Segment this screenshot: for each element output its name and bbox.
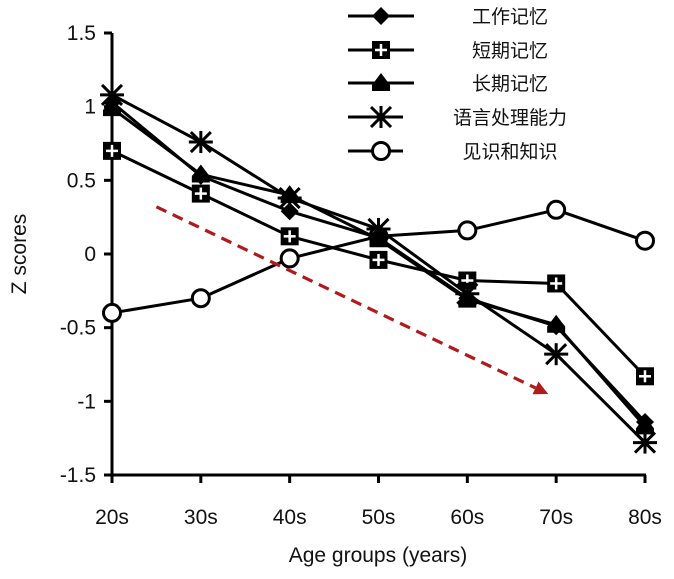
trend-arrow-line [155, 205, 537, 390]
data-point [457, 220, 478, 241]
y-tick-label: 1.5 [67, 22, 96, 45]
legend-marker-triangle-icon [372, 73, 390, 91]
data-point [277, 186, 302, 210]
trend-arrow [155, 205, 549, 395]
legend-item: 语言处理能力 [348, 105, 567, 129]
data-point [544, 343, 569, 366]
y-ticks: 1.5 1 0.5 0 -0.5 -1 -1.5 [60, 22, 112, 487]
series-3 [100, 83, 657, 454]
data-point [636, 416, 654, 435]
data-point [547, 314, 566, 333]
y-tick-label: 0.5 [67, 169, 96, 192]
data-point [280, 202, 299, 221]
data-point [188, 130, 213, 154]
legend-item: 工作记忆 [348, 6, 548, 28]
x-ticks: 20s 30s 40s 50s 60s 70s 80s [95, 475, 662, 529]
trend-arrow-head [532, 381, 549, 395]
data-point [280, 227, 299, 246]
data-point [279, 248, 300, 269]
y-tick-label: 0 [84, 243, 96, 266]
series-group [100, 83, 657, 454]
legend-marker-square-cross-icon [372, 41, 390, 59]
data-point [369, 250, 388, 269]
legend-label: 长期记忆 [472, 73, 548, 95]
x-tick-label: 70s [539, 506, 573, 529]
x-tick-label: 20s [95, 506, 129, 529]
x-axis-title: Age groups (years) [289, 544, 468, 567]
legend-marker-diamond-icon [372, 7, 390, 25]
data-point [100, 83, 124, 106]
x-tick-label: 80s [628, 506, 662, 529]
x-tick-label: 40s [273, 506, 307, 529]
y-tick-label: -0.5 [60, 317, 96, 340]
legend-marker-open-circle-icon [371, 141, 391, 161]
data-point [546, 199, 567, 220]
data-point [547, 274, 566, 293]
data-point [190, 288, 211, 309]
data-point [366, 217, 391, 241]
legend-marker-asterisk-icon [369, 105, 393, 129]
y-tick-label: -1.5 [60, 464, 96, 487]
x-tick-label: 50s [362, 506, 396, 529]
data-point [635, 230, 655, 251]
data-point [455, 282, 480, 305]
legend-label: 短期记忆 [472, 40, 548, 62]
y-tick-label: -1 [77, 390, 96, 413]
legend-label: 见识和知识 [462, 141, 557, 163]
legend-item: 见识和知识 [348, 141, 558, 163]
y-axis-title: Z scores [8, 214, 31, 295]
data-point [103, 141, 121, 160]
legend-label: 语言处理能力 [453, 107, 567, 129]
x-tick-label: 30s [184, 506, 218, 529]
legend-item: 短期记忆 [348, 40, 548, 62]
x-tick-label: 60s [450, 506, 484, 529]
legend-label: 工作记忆 [472, 6, 548, 28]
data-point [191, 164, 210, 183]
series-1 [103, 141, 654, 386]
data-point [103, 98, 121, 117]
legend-item: 长期记忆 [348, 73, 548, 95]
y-tick-label: 1 [84, 96, 96, 119]
data-point [636, 367, 654, 386]
data-point [191, 184, 210, 203]
data-point [633, 431, 657, 454]
data-point [102, 302, 122, 323]
